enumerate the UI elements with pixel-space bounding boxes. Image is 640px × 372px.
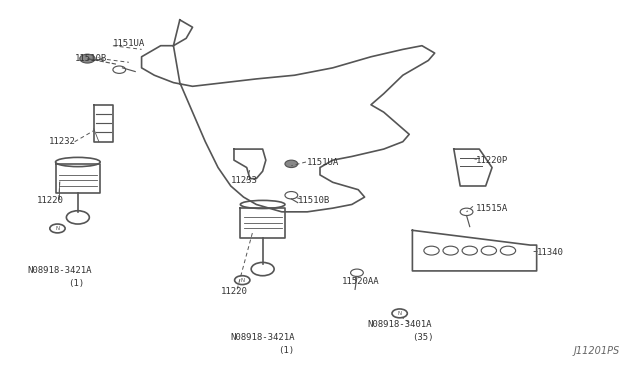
Text: N: N [56,226,60,231]
Circle shape [80,54,95,63]
Text: 11220P: 11220P [476,155,508,165]
Text: (1): (1) [278,346,294,355]
Text: 11220: 11220 [36,196,63,205]
Text: N08918-3421A: N08918-3421A [27,266,92,275]
Text: J11201PS: J11201PS [573,346,620,356]
Text: 11510B: 11510B [75,54,107,63]
Text: 11220: 11220 [221,287,248,296]
Text: N: N [240,278,244,283]
Text: 1151UA: 1151UA [307,157,339,167]
Text: 11340: 11340 [537,248,564,257]
Circle shape [285,160,298,167]
Text: 11232: 11232 [49,137,76,146]
Text: 11520AA: 11520AA [342,278,380,286]
Text: (1): (1) [68,279,84,288]
Text: N: N [397,311,402,316]
Text: 11510B: 11510B [298,196,330,205]
Text: N08918-3421A: N08918-3421A [231,333,295,342]
Text: 1151UA: 1151UA [113,39,145,48]
Text: 11233: 11233 [231,176,258,185]
Text: 11515A: 11515A [476,203,508,213]
Text: N08918-3401A: N08918-3401A [368,320,432,329]
Text: (35): (35) [412,333,434,342]
